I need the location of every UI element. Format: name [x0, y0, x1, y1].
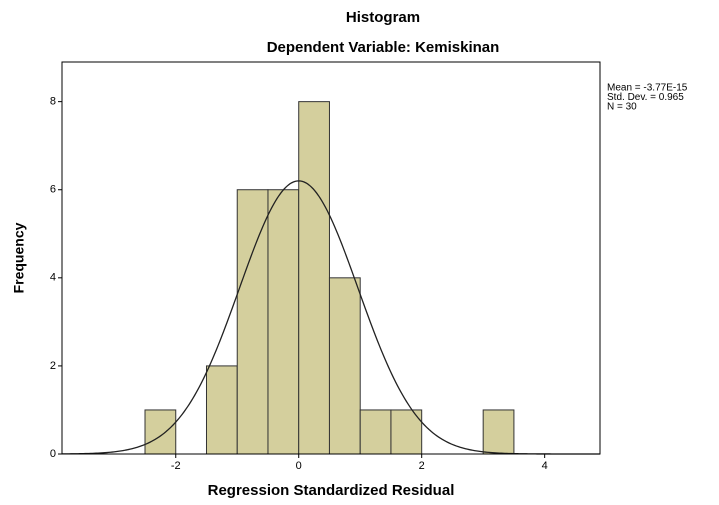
x-axis-label: Regression Standardized Residual	[208, 482, 455, 499]
y-tick-label: 8	[50, 96, 56, 108]
y-tick-label: 0	[50, 448, 56, 460]
x-tick-label: 2	[419, 460, 425, 472]
bar	[482, 409, 515, 455]
x-tick-label: 0	[296, 460, 302, 472]
y-tick-label: 6	[50, 184, 56, 196]
bar	[236, 189, 269, 455]
stat-label: Mean = -3.77E-15	[607, 83, 688, 94]
bar	[359, 409, 392, 455]
bar	[390, 409, 423, 455]
bar	[267, 189, 300, 455]
chart-subtitle: Dependent Variable: Kemiskinan	[267, 39, 500, 56]
bar	[298, 101, 330, 455]
y-tick-label: 4	[50, 272, 56, 284]
y-axis-label: Frequency	[11, 222, 27, 293]
x-tick-label: -2	[171, 460, 181, 472]
x-tick-label: 4	[542, 460, 548, 472]
bar	[205, 365, 238, 455]
bar	[144, 409, 177, 455]
bar	[328, 277, 361, 455]
stat-label: N = 30	[607, 102, 637, 113]
stat-label: Std. Dev. = 0.965	[607, 92, 684, 103]
chart-title: Histogram	[346, 9, 420, 26]
y-tick-label: 2	[50, 360, 56, 372]
